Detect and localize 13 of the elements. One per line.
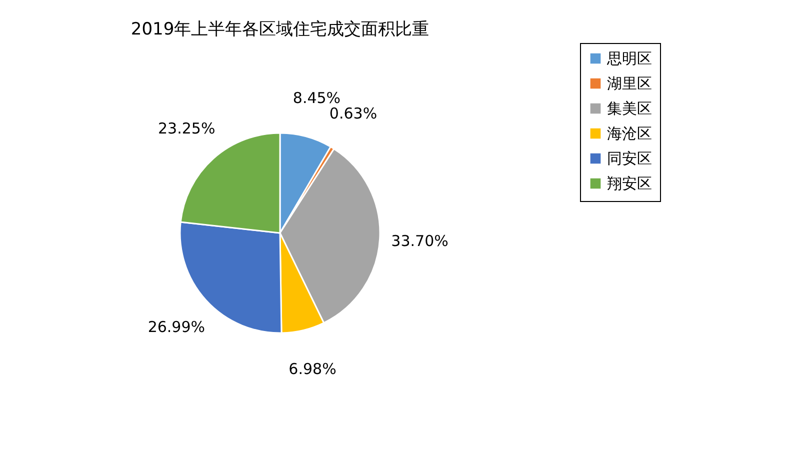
legend-label: 湖里区 (607, 74, 652, 92)
legend-label: 翔安区 (607, 174, 652, 192)
data-label: 33.70% (391, 232, 448, 250)
data-label: 23.25% (158, 120, 216, 138)
data-label: 8.45% (292, 88, 341, 107)
chart-title: 2019年上半年各区域住宅成交面积比重 (130, 20, 430, 40)
legend-label: 思明区 (606, 50, 652, 68)
data-label: 26.99% (148, 318, 206, 336)
data-label: 6.98% (288, 360, 336, 378)
legend-label: 集美区 (607, 100, 652, 118)
data-label: 0.63% (329, 104, 378, 123)
legend-label: 同安区 (607, 150, 652, 168)
legend-label: 海沧区 (607, 124, 652, 142)
